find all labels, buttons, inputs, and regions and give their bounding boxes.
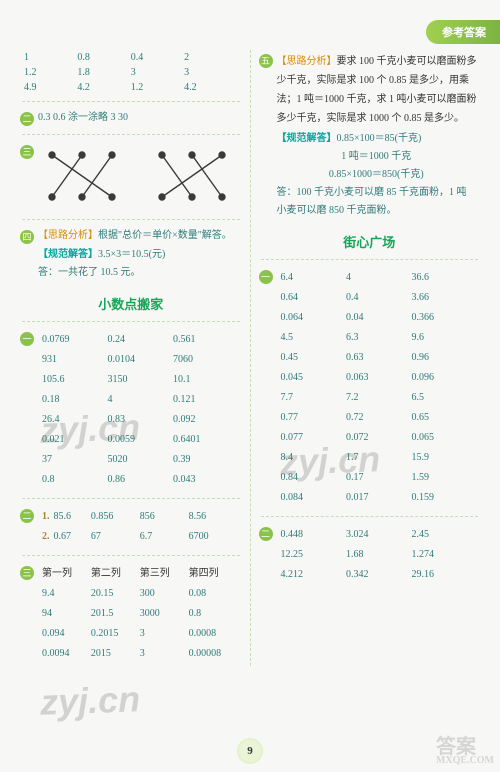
table-row: 8.41.715.9 [277, 448, 481, 468]
analysis-block: 【思路分析】要求 100 千克小麦可以磨面粉多少千克，实际是求 100 个 0.… [277, 52, 481, 128]
solve-line: 0.85×1000＝850(千克) [259, 166, 481, 184]
content-columns: 10.80.42 1.21.833 4.94.21.24.2 二 0.3 0.6… [0, 50, 500, 666]
ornament-icon: 五 [259, 54, 273, 68]
separator [22, 219, 240, 220]
top-number-grid: 10.80.42 1.21.833 4.94.21.24.2 [20, 50, 242, 95]
table-row: 94201.530000.8 [38, 604, 242, 624]
answer-line-2: 二 0.3 0.6 涂一涂略 3 30 [20, 108, 242, 128]
ornament-icon: 三 [20, 145, 34, 159]
answer-text: 答：一共花了 10.5 元。 [20, 264, 242, 282]
table-row: 0.07690.240.561 [38, 330, 242, 350]
table-row: 0.0840.0170.159 [277, 488, 481, 508]
column-divider [250, 50, 251, 666]
table-row: 6.4436.6 [277, 268, 481, 288]
separator [22, 498, 240, 499]
header-tag: 参考答案 [426, 20, 500, 44]
table-row: 26.40.830.092 [38, 410, 242, 430]
answer-line-3: 三 [20, 141, 242, 213]
table-row: 0.1840.121 [38, 390, 242, 410]
table-row: 7.77.26.5 [277, 388, 481, 408]
right-analysis: 五 【思路分析】要求 100 千克小麦可以磨面粉多少千克，实际是求 100 个 … [259, 50, 481, 130]
section-2: 二 1.85.60.8568568.56 2.0.67676.76700 [20, 505, 242, 549]
separator [261, 259, 479, 260]
separator [22, 101, 240, 102]
section-title: 街心广场 [259, 232, 481, 251]
solve-line: 1 吨＝1000 千克 [259, 148, 481, 166]
table-row: 1.85.60.8568568.56 [38, 507, 242, 527]
section-3: 三 第一列第二列第三列第四列 9.420.153000.08 94201.530… [20, 562, 242, 666]
separator [22, 134, 240, 135]
section-1: 一 0.07690.240.561 9310.01047060 105.6315… [20, 328, 242, 492]
grid-block: 1.85.60.8568568.56 2.0.67676.76700 [38, 507, 242, 547]
answer-line-4: 四 【思路分析】根据"总价＝单价×数量"解答。 [20, 226, 242, 246]
analysis-block: 【思路分析】根据"总价＝单价×数量"解答。 [38, 228, 232, 244]
analysis-badge: 【思路分析】 [277, 56, 337, 67]
solve-block: 【规范解答】3.5×3＝10.5(元) [20, 246, 242, 264]
ornament-icon: 二 [20, 509, 34, 523]
table-row: 3750200.39 [38, 450, 242, 470]
brand-corner: 答案MXQE.COM [436, 730, 494, 766]
table-row: 0.640.43.66 [277, 288, 481, 308]
ornament-icon: 二 [259, 527, 273, 541]
table-row: 4.2120.34229.16 [277, 565, 481, 585]
table-row: 0.0940.201530.0008 [38, 624, 242, 644]
separator [261, 516, 479, 517]
grid-block: 第一列第二列第三列第四列 9.420.153000.08 94201.53000… [38, 564, 242, 664]
ornament-icon: 三 [20, 566, 34, 580]
section-title: 小数点搬家 [20, 294, 242, 313]
table-row: 105.6315010.1 [38, 370, 242, 390]
table-row: 0.0210.00590.6401 [38, 430, 242, 450]
analysis-text: 根据"总价＝单价×数量"解答。 [98, 230, 232, 241]
answer-text: 答：100 千克小麦可以磨 85 千克面粉，1 吨小麦可以磨 850 千克面粉。 [259, 184, 481, 220]
grid-block: 0.07690.240.561 9310.01047060 105.631501… [38, 330, 242, 490]
table-row: 0.0770.0720.065 [277, 428, 481, 448]
right-column: 五 【思路分析】要求 100 千克小麦可以磨面粉多少千克，实际是求 100 个 … [253, 50, 487, 666]
table-row: 1.21.833 [20, 65, 242, 80]
table-row: 0.0094201530.00008 [38, 644, 242, 664]
right-sec-1: 一 6.4436.6 0.640.43.66 0.0640.040.366 4.… [259, 266, 481, 510]
separator [22, 321, 240, 322]
right-sec-2: 二 0.4483.0242.45 12.251.681.274 4.2120.3… [259, 523, 481, 587]
table-row: 4.94.21.24.2 [20, 80, 242, 95]
table-row: 2.0.67676.76700 [38, 527, 242, 547]
table-header: 第一列第二列第三列第四列 [38, 564, 242, 584]
page-number: 9 [237, 738, 263, 764]
ornament-icon: 一 [20, 332, 34, 346]
table-row: 0.0450.0630.096 [277, 368, 481, 388]
analysis-badge: 【思路分析】 [38, 230, 98, 241]
matching-diagram [40, 147, 240, 207]
table-row: 0.4483.0242.45 [277, 525, 481, 545]
ornament-icon: 四 [20, 230, 34, 244]
ornament-icon: 一 [259, 270, 273, 284]
solve-line: 0.85×100＝85(千克) [337, 133, 422, 144]
table-row: 0.80.860.043 [38, 470, 242, 490]
grid-block: 0.4483.0242.45 12.251.681.274 4.2120.342… [277, 525, 481, 585]
table-row: 0.450.630.96 [277, 348, 481, 368]
solve-block: 【规范解答】0.85×100＝85(千克) [259, 130, 481, 148]
answer-text: 0.3 0.6 涂一涂略 3 30 [38, 110, 128, 126]
table-row: 4.56.39.6 [277, 328, 481, 348]
separator [22, 555, 240, 556]
table-row: 0.770.720.65 [277, 408, 481, 428]
table-row: 9.420.153000.08 [38, 584, 242, 604]
table-row: 0.0640.040.366 [277, 308, 481, 328]
solve-badge: 【规范解答】 [277, 133, 337, 144]
solve-badge: 【规范解答】 [38, 249, 98, 260]
solve-text: 3.5×3＝10.5(元) [98, 249, 165, 260]
left-column: 10.80.42 1.21.833 4.94.21.24.2 二 0.3 0.6… [14, 50, 248, 666]
table-row: 9310.01047060 [38, 350, 242, 370]
grid-block: 6.4436.6 0.640.43.66 0.0640.040.366 4.56… [277, 268, 481, 508]
table-row: 12.251.681.274 [277, 545, 481, 565]
ornament-icon: 二 [20, 112, 34, 126]
table-row: 10.80.42 [20, 50, 242, 65]
table-row: 0.840.171.59 [277, 468, 481, 488]
watermark: zyj.cn [39, 678, 140, 723]
